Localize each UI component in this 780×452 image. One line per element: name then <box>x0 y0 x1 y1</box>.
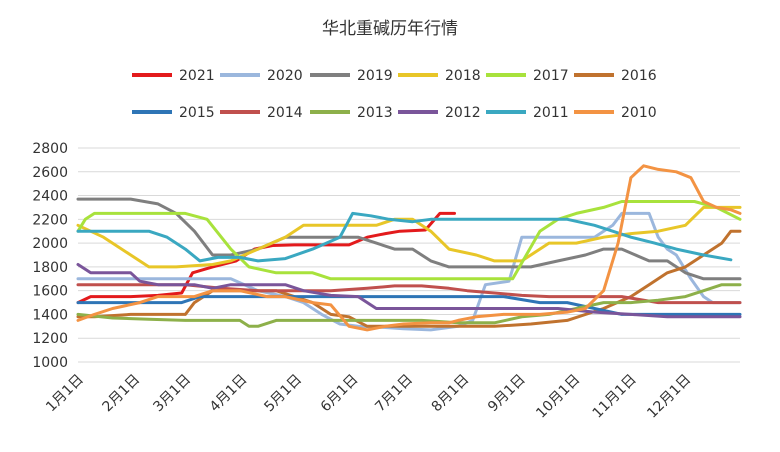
legend-label: 2019 <box>357 68 393 84</box>
legend-label: 2018 <box>445 68 481 84</box>
y-tick-label: 2400 <box>32 189 68 205</box>
legend-label: 2021 <box>179 68 215 84</box>
legend-label: 2016 <box>621 68 657 84</box>
legend-label: 2015 <box>179 105 215 121</box>
series-line-2016 <box>76 229 742 328</box>
series-line-2012 <box>76 263 742 319</box>
y-tick-label: 1600 <box>32 284 68 300</box>
series-line-2019 <box>76 197 742 281</box>
y-tick-label: 1800 <box>32 260 68 276</box>
legend-label: 2013 <box>357 105 393 121</box>
y-tick-label: 1200 <box>32 331 68 347</box>
legend-label: 2012 <box>445 105 481 121</box>
y-tick-label: 2200 <box>32 212 68 228</box>
series-line-2013 <box>76 283 742 328</box>
legend-label: 2017 <box>533 68 569 84</box>
series-line-2017 <box>76 200 742 281</box>
legend-label: 2011 <box>533 105 569 121</box>
legend: 2021 2020 2019 2018 2017 2016 2015 2014 2013 2012… <box>132 68 657 121</box>
y-tick-label: 1000 <box>32 355 68 371</box>
y-tick-label: 2600 <box>32 165 68 181</box>
series-line-2010 <box>76 164 742 332</box>
legend-label: 2020 <box>267 68 303 84</box>
y-tick-label: 1400 <box>32 307 68 323</box>
legend-label: 2014 <box>267 105 303 121</box>
series-lines <box>76 164 742 332</box>
y-axis-ticks: 1000 1200 1400 1600 1800 2000 2200 2400 2600 2800 <box>32 141 68 371</box>
y-tick-label: 2000 <box>32 236 68 252</box>
chart-title: 华北重碱历年行情 <box>322 19 458 39</box>
y-tick-label: 2800 <box>32 141 68 157</box>
legend-label: 2010 <box>621 105 657 121</box>
series-line-2011 <box>76 211 733 263</box>
